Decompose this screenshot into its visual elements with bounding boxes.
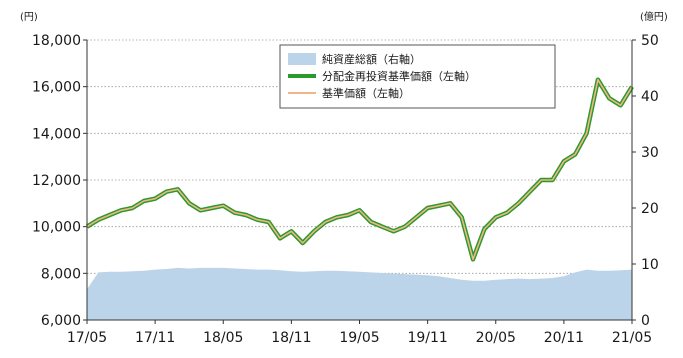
right-axis-ticks: 0 10 20 30 40 50 — [632, 33, 659, 329]
series-area-net-assets — [87, 267, 632, 320]
left-tick-label: 14,000 — [32, 126, 81, 142]
left-tick-label: 6,000 — [41, 313, 81, 329]
legend-entry: 純資産総額（右軸） — [322, 52, 421, 66]
x-tick-label: 19/05 — [339, 330, 379, 346]
series-line-nav — [86, 78, 633, 261]
right-axis-unit: (億円) — [640, 10, 668, 23]
left-tick-label: 12,000 — [32, 173, 81, 189]
left-tick-label: 16,000 — [32, 80, 81, 96]
left-axis-unit: (円) — [20, 12, 38, 23]
legend: 純資産総額（右軸） 分配金再投資基準価額（左軸） 基準価額（左軸） — [279, 44, 556, 109]
area-layer — [87, 267, 632, 320]
legend-entry: 基準価額（左軸） — [322, 86, 410, 100]
left-axis-ticks: 6,000 8,000 10,000 12,000 14,000 16,000 18,000 — [32, 33, 87, 329]
right-tick-label: 40 — [641, 89, 659, 105]
legend-swatch — [288, 53, 316, 65]
x-axis-ticks: 17/05 17/11 18/05 18/11 19/05 19/11 20/05 20/11… — [67, 320, 652, 346]
left-tick-label: 10,000 — [32, 220, 81, 236]
x-tick-label: 19/11 — [407, 330, 447, 346]
legend-box — [279, 44, 556, 109]
x-tick-label: 20/05 — [476, 330, 516, 346]
right-tick-label: 0 — [641, 313, 650, 329]
right-tick-label: 50 — [641, 33, 659, 49]
left-tick-label: 18,000 — [32, 33, 81, 49]
right-tick-label: 10 — [641, 257, 659, 273]
x-tick-label: 18/05 — [203, 330, 243, 346]
line-layer — [85, 77, 634, 262]
x-tick-label: 21/05 — [612, 330, 652, 346]
x-tick-label: 17/05 — [67, 330, 107, 346]
x-tick-label: 20/11 — [544, 330, 584, 346]
x-tick-label: 18/11 — [271, 330, 311, 346]
left-tick-label: 8,000 — [41, 266, 81, 282]
legend-entry: 分配金再投資基準価額（左軸） — [322, 69, 476, 83]
right-tick-label: 30 — [641, 145, 659, 161]
x-tick-label: 17/11 — [135, 330, 175, 346]
right-tick-label: 20 — [641, 201, 659, 217]
